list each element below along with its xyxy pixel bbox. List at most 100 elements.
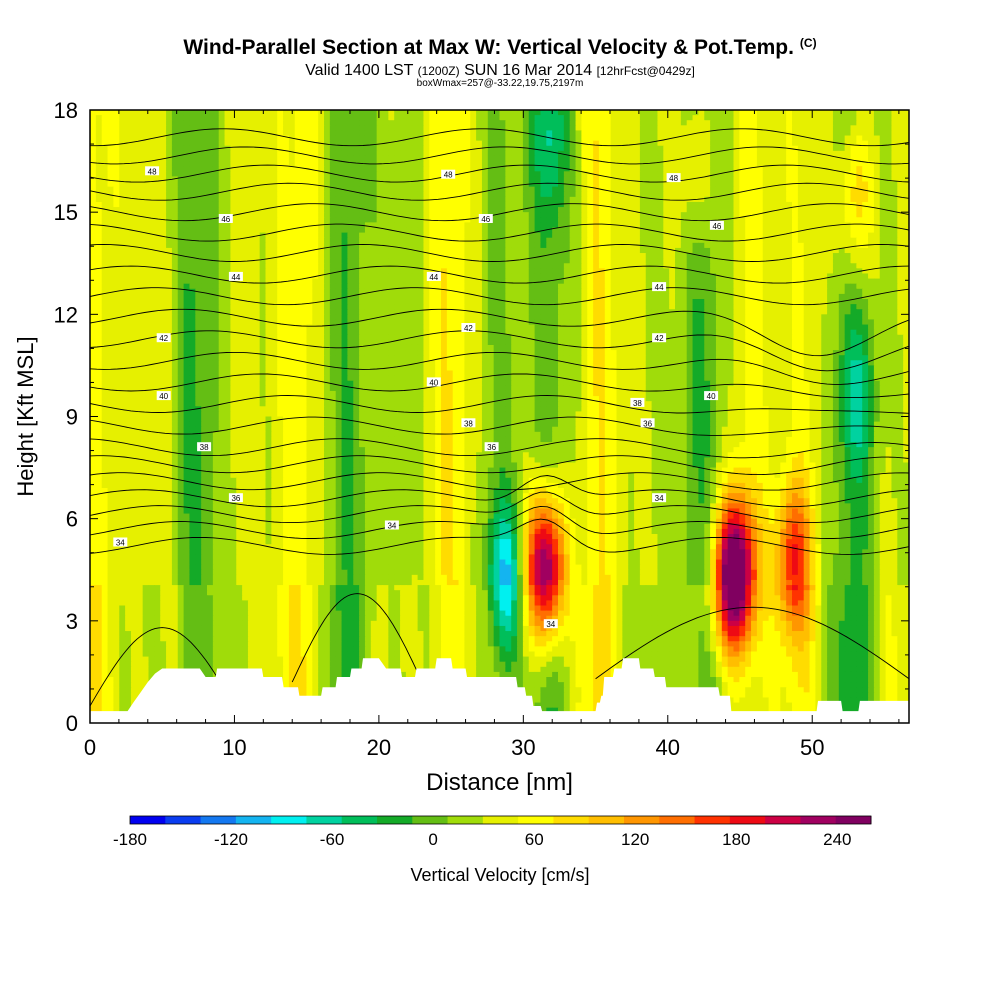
field-cell — [715, 227, 723, 234]
field-cell — [142, 207, 150, 213]
field-cell — [359, 120, 366, 126]
field-cell — [470, 207, 477, 213]
field-cell — [756, 191, 764, 198]
field-cell — [540, 191, 547, 198]
field-cell — [388, 237, 395, 244]
field-cell — [669, 237, 676, 244]
field-cell — [809, 120, 816, 126]
field-cell — [470, 201, 477, 208]
field-cell — [400, 288, 407, 295]
field-cell — [230, 161, 237, 167]
field-cell — [148, 273, 155, 280]
field-cell — [388, 150, 395, 157]
field-cell — [353, 145, 360, 152]
field-cell — [382, 110, 389, 116]
field-cell — [657, 161, 664, 167]
field-cell — [306, 140, 313, 147]
field-cell — [879, 135, 887, 142]
field-cell — [177, 247, 185, 254]
field-cell — [335, 181, 343, 188]
field-cell — [142, 237, 150, 244]
field-cell — [522, 140, 530, 147]
field-cell — [177, 237, 185, 244]
field-cell — [774, 130, 781, 137]
field-cell — [534, 181, 542, 188]
field-cell — [581, 263, 588, 269]
field-cell — [493, 273, 501, 280]
field-cell — [113, 258, 120, 264]
field-cell — [382, 130, 389, 137]
field-cell — [253, 212, 261, 218]
field-cell — [259, 171, 267, 178]
field-cell — [107, 283, 114, 290]
field-cell — [792, 242, 799, 249]
field-cell — [634, 242, 641, 249]
field-cell — [452, 247, 460, 254]
field-cell — [300, 237, 308, 244]
field-cell — [552, 283, 559, 290]
field-cell — [481, 186, 489, 193]
field-cell — [429, 263, 436, 269]
field-cell — [382, 166, 389, 172]
field-cell — [242, 253, 249, 259]
field-cell — [212, 227, 220, 234]
field-cell — [154, 237, 161, 244]
field-cell — [675, 120, 682, 126]
field-cell — [166, 232, 173, 239]
field-cell — [873, 227, 881, 234]
field-cell — [832, 115, 840, 121]
field-cell — [827, 196, 834, 203]
field-cell — [610, 150, 618, 157]
field-cell — [335, 140, 343, 147]
field-cell — [481, 268, 489, 275]
field-cell — [797, 145, 805, 152]
field-cell — [470, 222, 477, 229]
field-cell — [762, 140, 770, 147]
field-cell — [487, 191, 495, 198]
field-cell — [622, 227, 629, 234]
field-cell — [277, 155, 284, 162]
field-cell — [558, 247, 565, 254]
field-cell — [136, 273, 144, 280]
field-cell — [107, 145, 114, 152]
field-cell — [634, 130, 641, 137]
field-cell — [786, 227, 793, 234]
field-cell — [569, 135, 577, 142]
field-cell — [610, 120, 618, 126]
field-cell — [873, 176, 881, 183]
field-cell — [727, 110, 735, 116]
field-cell — [247, 288, 255, 295]
field-cell — [715, 161, 723, 167]
field-cell — [90, 155, 97, 162]
field-cell — [353, 130, 360, 137]
field-cell — [803, 263, 811, 269]
field-cell — [183, 263, 191, 269]
field-cell — [815, 161, 822, 167]
field-cell — [903, 232, 909, 239]
field-cell — [634, 181, 641, 188]
field-cell — [347, 155, 354, 162]
field-cell — [499, 217, 506, 223]
field-cell — [107, 288, 114, 295]
field-cell — [675, 145, 682, 152]
field-cell — [745, 258, 752, 264]
field-cell — [762, 186, 770, 193]
field-cell — [680, 130, 688, 137]
field-cell — [604, 125, 612, 132]
field-cell — [616, 242, 623, 249]
field-cell — [446, 212, 454, 218]
field-cell — [166, 130, 173, 137]
field-cell — [142, 253, 150, 259]
field-cell — [166, 222, 173, 229]
field-cell — [587, 242, 594, 249]
field-cell — [458, 161, 465, 167]
field-cell — [897, 191, 904, 198]
field-cell — [821, 237, 828, 244]
field-cell — [575, 263, 582, 269]
field-cell — [774, 150, 781, 157]
field-cell — [663, 145, 670, 152]
field-cell — [142, 130, 150, 137]
field-cell — [797, 125, 805, 132]
field-cell — [119, 135, 126, 142]
field-cell — [698, 191, 705, 198]
